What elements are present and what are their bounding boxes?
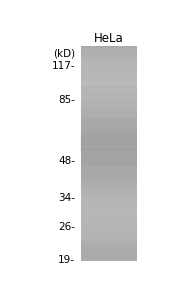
FancyBboxPatch shape xyxy=(82,137,135,148)
Text: 26-: 26- xyxy=(58,221,75,232)
FancyBboxPatch shape xyxy=(81,134,136,152)
Text: HeLa: HeLa xyxy=(93,32,123,44)
Bar xyxy=(81,46,136,260)
Text: 85-: 85- xyxy=(58,95,75,105)
Text: (kD): (kD) xyxy=(53,49,75,59)
Text: 117-: 117- xyxy=(52,61,75,70)
Text: 48-: 48- xyxy=(58,156,75,166)
Text: 34-: 34- xyxy=(58,193,75,203)
Text: 19-: 19- xyxy=(58,255,75,265)
FancyBboxPatch shape xyxy=(83,142,134,145)
